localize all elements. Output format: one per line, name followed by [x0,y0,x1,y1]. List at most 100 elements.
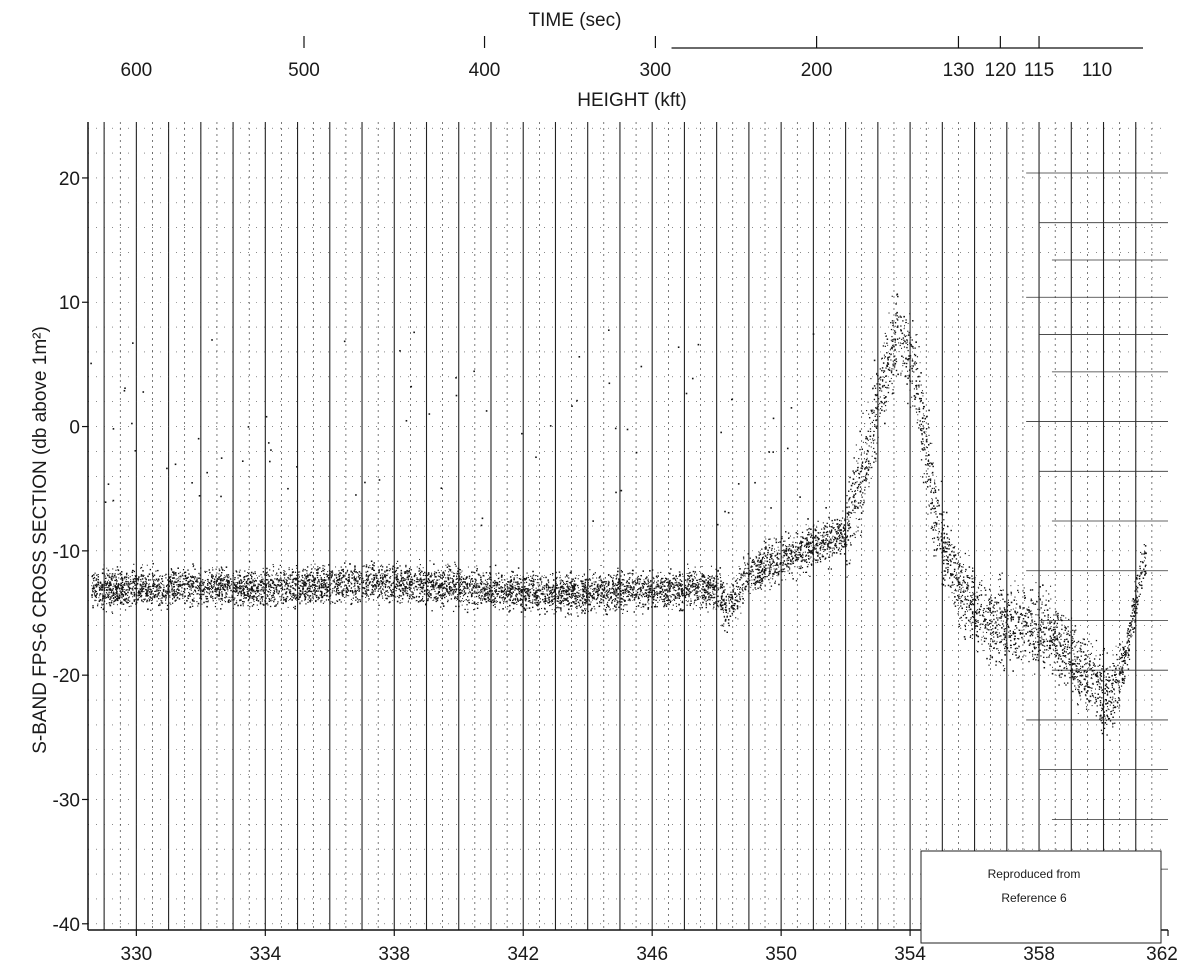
data-point [688,594,690,596]
data-point [831,547,833,549]
data-point [351,602,353,605]
data-point [148,600,150,602]
data-point [905,358,907,360]
data-point [976,609,978,611]
data-point [218,573,220,575]
data-point [848,511,849,513]
data-point [688,580,690,582]
data-point [199,584,201,587]
data-point [289,598,291,601]
data-point [469,584,471,586]
data-point [947,557,949,559]
data-point [1053,623,1055,625]
data-point [238,591,241,593]
data-point [484,598,486,601]
data-point [1010,639,1012,642]
data-point [110,584,112,586]
data-point [738,565,740,567]
data-point [1056,613,1058,615]
data-point [206,598,209,600]
data-point [1059,632,1061,635]
data-point [466,582,469,585]
data-point [407,573,409,575]
data-point [447,599,449,601]
data-point [865,436,867,438]
data-point [516,593,518,596]
data-point [1133,603,1135,606]
data-point [265,572,268,574]
data-point [892,363,894,365]
data-point [923,421,925,423]
data-point [838,542,841,545]
data-point [874,439,876,441]
data-point [971,567,974,569]
data-point [135,580,137,582]
data-point [709,583,711,585]
data-point [1100,719,1102,722]
data-point [459,588,461,591]
data-point [655,604,656,606]
data-point [1079,647,1081,650]
data-point [805,545,808,548]
data-point [952,584,954,586]
data-point [682,595,684,597]
data-point [483,587,485,589]
data-point [386,569,388,571]
data-point [451,571,453,573]
data-point [884,422,886,425]
data-point [562,595,564,597]
data-point [907,334,910,336]
data-point [763,552,766,554]
data-point [879,402,881,404]
data-point [728,608,731,610]
data-point [391,594,393,596]
data-point [338,599,341,601]
data-point [1104,688,1107,690]
data-point [509,583,511,585]
data-point [985,637,987,640]
data-point [117,569,119,571]
data-point [567,590,569,593]
data-point [627,599,629,601]
data-point [1051,641,1054,644]
data-point [931,471,934,474]
data-point [120,584,123,587]
data-point [125,572,128,575]
data-point [1007,601,1009,604]
data-point [225,575,227,577]
data-point [125,578,127,580]
data-point [366,570,369,573]
data-point [331,592,333,594]
data-point [199,597,201,599]
data-point [263,604,265,606]
data-point [835,540,838,543]
data-point [947,560,949,563]
data-point [977,599,980,601]
data-point [686,604,688,606]
data-point [853,532,855,535]
data-point [443,580,446,583]
data-point [749,570,751,572]
data-point [730,606,732,608]
data-point [987,643,990,645]
data-point [853,471,855,474]
data-point [446,585,448,588]
data-point [606,613,608,616]
data-point [1090,667,1092,670]
data-point [149,597,152,599]
data-point [744,568,746,570]
data-point [766,554,769,556]
data-point [233,590,235,592]
data-point [110,591,113,593]
data-point [149,596,151,598]
data-point [192,600,194,602]
data-point [655,575,658,578]
data-point [339,574,341,576]
data-point [585,602,587,604]
data-point [876,408,879,410]
data-point [243,597,245,599]
data-point [423,572,425,575]
data-point [838,524,841,526]
data-point [691,586,693,588]
data-point [596,577,598,579]
